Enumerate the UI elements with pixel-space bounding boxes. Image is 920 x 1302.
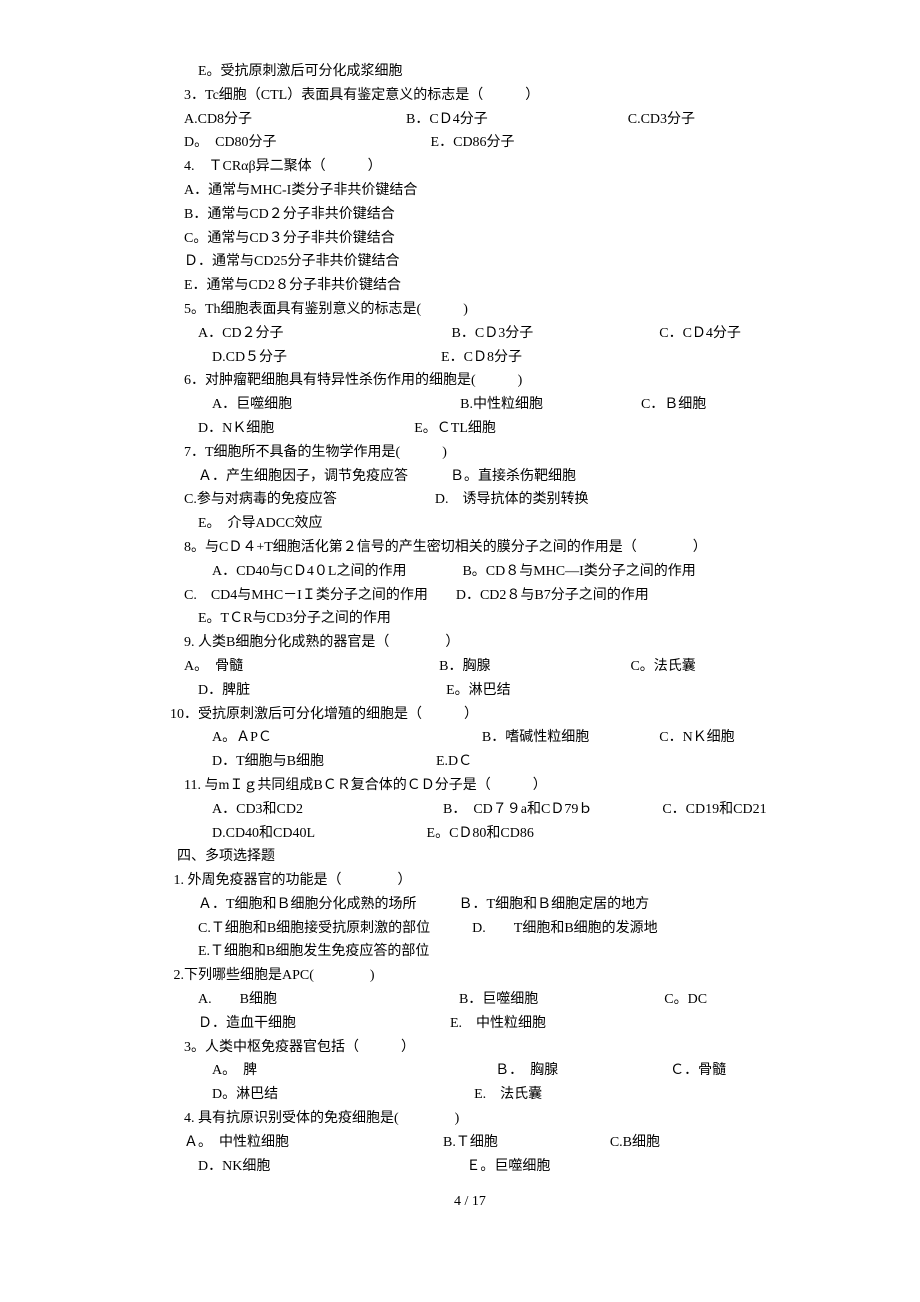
question-11-stem: 11. 与mＩｇ共同组成BＣＲ复合体的ＣＤ分子是（ ）: [170, 774, 770, 798]
question-4-option-a: A．通常与MHC-I类分子非共价键结合: [170, 179, 770, 203]
question-3-options-abc: A.CD8分子 B．CＤ4分子 C.CD3分子: [170, 108, 770, 132]
multi-question-4-stem: 4. 具有抗原识别受体的免疫细胞是( ): [170, 1107, 770, 1131]
question-option-e: E。受抗原刺激后可分化成浆细胞: [170, 60, 770, 84]
multi-question-4-options-de: D．NK细胞 Ｅ。巨噬细胞: [170, 1155, 770, 1179]
multi-question-3-options-abc: A。 脾 Ｂ． 胸腺 Ｃ．骨髓: [170, 1059, 770, 1083]
multi-question-2-options-abc: A. B细胞 B．巨噬细胞 C。DC: [170, 988, 770, 1012]
question-11-options-abc: A．CD3和CD2 B． CD７９a和CＤ79ｂ C．CD19和CD21: [170, 798, 770, 822]
question-5-options-de: D.CD５分子 E．CＤ8分子: [170, 346, 770, 370]
multi-question-2-options-de: Ｄ．造血干细胞 E. 中性粒细胞: [170, 1012, 770, 1036]
section-4-heading: 四、多项选择题: [170, 845, 770, 869]
page-number: 4 / 17: [170, 1190, 770, 1214]
question-8-options-cd: C. CD4与MHC－IＩ类分子之间的作用 D．CD2８与B7分子之间的作用: [170, 584, 770, 608]
question-3-options-de: D。 CD80分子 E．CD86分子: [170, 131, 770, 155]
question-4-stem: 4. ＴCRαβ异二聚体（ ）: [170, 155, 770, 179]
question-10-stem: 10．受抗原刺激后可分化增殖的细胞是（ ）: [170, 703, 770, 727]
question-7-options-cd: C.参与对病毒的免疫应答 D. 诱导抗体的类别转换: [170, 488, 770, 512]
question-4-option-c: C。通常与CD３分子非共价键结合: [170, 227, 770, 251]
multi-question-1-options-ab: Ａ．T细胞和Ｂ细胞分化成熟的场所 Ｂ．T细胞和Ｂ细胞定居的地方: [170, 893, 770, 917]
question-3-stem: 3．Tc细胞（CTL）表面具有鉴定意义的标志是（ ）: [170, 84, 770, 108]
question-9-stem: 9. 人类B细胞分化成熟的器官是（ ）: [170, 631, 770, 655]
multi-question-3-options-de: D。淋巴结 E. 法氏囊: [170, 1083, 770, 1107]
question-6-options-abc: A．巨噬细胞 B.中性粒细胞 C．Ｂ细胞: [170, 393, 770, 417]
question-5-stem: 5。Th细胞表面具有鉴别意义的标志是( ): [170, 298, 770, 322]
question-10-options-abc: A。ＡPＣ B．嗜碱性粒细胞 C．NＫ细胞: [170, 726, 770, 750]
question-9-options-de: D．脾脏 E。淋巴结: [170, 679, 770, 703]
question-7-stem: 7．T细胞所不具备的生物学作用是( ): [170, 441, 770, 465]
question-5-options-abc: A．CD２分子 B．CＤ3分子 C．CＤ4分子: [170, 322, 770, 346]
question-4-option-b: B．通常与CD２分子非共价键结合: [170, 203, 770, 227]
multi-question-1-options-cd: C.Ｔ细胞和B细胞接受抗原刺激的部位 D. T细胞和B细胞的发源地: [170, 917, 770, 941]
question-4-option-d: Ｄ．通常与CD25分子非共价键结合: [170, 250, 770, 274]
multi-question-3-stem: 3。人类中枢免疫器官包括（ ）: [170, 1036, 770, 1060]
question-9-options-abc: A。 骨髓 B．胸腺 C。法氏囊: [170, 655, 770, 679]
question-6-options-de: D．NＫ细胞 E。ＣTL细胞: [170, 417, 770, 441]
multi-question-1-option-e: E.Ｔ细胞和B细胞发生免疫应答的部位: [170, 940, 770, 964]
multi-question-2-stem: 2.下列哪些细胞是APC( ): [170, 964, 770, 988]
question-8-options-ab: A．CD40与CＤ4０L之间的作用 B。CD８与MHC—I类分子之间的作用: [170, 560, 770, 584]
multi-question-1-stem: 1. 外周免疫器官的功能是（ ）: [170, 869, 770, 893]
question-7-option-e: E。 介导ADCC效应: [170, 512, 770, 536]
multi-question-4-options-abc: Ａ。 中性粒细胞 B.Ｔ细胞 C.B细胞: [170, 1131, 770, 1155]
question-7-options-ab: Ａ．产生细胞因子，调节免疫应答 Ｂ。直接杀伤靶细胞: [170, 465, 770, 489]
question-11-options-de: D.CD40和CD40L E。CＤ80和CD86: [170, 822, 770, 846]
question-8-option-e: E。TＣR与CD3分子之间的作用: [170, 607, 770, 631]
question-6-stem: 6．对肿瘤靶细胞具有特异性杀伤作用的细胞是( ): [170, 369, 770, 393]
question-4-option-e: E．通常与CD2８分子非共价键结合: [170, 274, 770, 298]
question-10-options-de: D．T细胞与B细胞 E.DＣ: [170, 750, 770, 774]
question-8-stem: 8。与CＤ４+T细胞活化第２信号的产生密切相关的膜分子之间的作用是（ ）: [170, 536, 770, 560]
